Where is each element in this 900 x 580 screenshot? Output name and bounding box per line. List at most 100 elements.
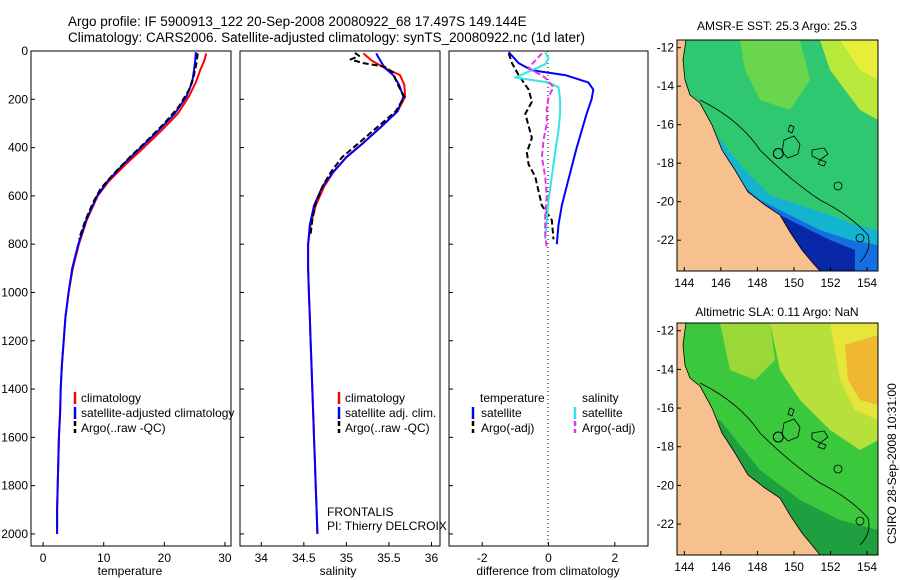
map-x-tick-label: 152 bbox=[820, 276, 840, 290]
sla-yellow-patch-3 bbox=[720, 323, 775, 380]
temperature-xticks: 0 10 20 30 bbox=[40, 542, 232, 565]
temperature-yticks: 0 200 400 600 800 1000 1200 1400 1600 1800 2000 bbox=[1, 44, 35, 541]
sla-reef-patch-a bbox=[781, 407, 801, 442]
sst-map-frame bbox=[676, 39, 879, 272]
map-y-tick-label: -18 bbox=[657, 156, 675, 170]
legend-label-temperature-argo: Argo(-adj) bbox=[481, 421, 534, 435]
x-tick-label: 20 bbox=[158, 551, 172, 565]
sst-map-title: AMSR-E SST: 25.3 Argo: 25.3 bbox=[697, 19, 857, 33]
sla-land bbox=[677, 323, 820, 555]
series-line-satellite-adjusted-climatology bbox=[56, 52, 197, 534]
legend-label-argo: Argo(..raw -QC) bbox=[81, 421, 166, 435]
legend-header-salinity: salinity bbox=[582, 391, 619, 405]
series-line-temperature-argo-adj bbox=[507, 53, 555, 240]
map-x-tick-label: 150 bbox=[784, 276, 804, 290]
sst-xticks: 144 146 148 150 152 154 bbox=[674, 267, 877, 290]
sla-orange-patch bbox=[845, 335, 878, 405]
y-tick-label: 400 bbox=[8, 141, 28, 155]
temperature-legend: climatology satellite-adjusted climatolo… bbox=[73, 391, 234, 435]
salinity-xticks: 34 34.5 35 35.5 36 bbox=[255, 542, 439, 565]
map-y-tick-label: -14 bbox=[657, 79, 675, 93]
y-tick-label: 0 bbox=[21, 44, 28, 58]
map-y-tick-label: -18 bbox=[657, 440, 675, 454]
map-y-tick-label: -22 bbox=[657, 517, 675, 531]
sla-argo-marker bbox=[772, 431, 784, 443]
y-tick-label: 1600 bbox=[1, 430, 28, 444]
salinity-xlabel: salinity bbox=[320, 564, 357, 578]
sla-reef-patch-b bbox=[811, 430, 829, 450]
legend-label-salinity-argo: Argo(-adj) bbox=[582, 421, 635, 435]
map-x-tick-label: 150 bbox=[784, 560, 804, 574]
x-tick-label: 30 bbox=[218, 551, 232, 565]
sst-reef-patch-b bbox=[811, 147, 829, 167]
x-tick-label: 35.5 bbox=[377, 551, 401, 565]
sst-yticks: -12 -14 -16 -18 -20 -22 bbox=[657, 41, 681, 247]
footer-credit: CSIRO 28-Sep-2008 10:31:00 bbox=[885, 383, 899, 544]
map-y-tick-label: -20 bbox=[657, 195, 675, 209]
sla-yticks: -12 -14 -16 -18 -20 -22 bbox=[657, 324, 681, 531]
y-tick-label: 1200 bbox=[1, 334, 28, 348]
legend-label-argo: Argo(..raw -QC) bbox=[345, 421, 430, 435]
series-line-argo-raw-qc bbox=[77, 53, 199, 240]
x-tick-label: 2 bbox=[611, 551, 618, 565]
sla-map-title: Altimetric SLA: 0.11 Argo: NaN bbox=[695, 305, 858, 319]
difference-panel: -2 0 2 difference from climatology tempera… bbox=[448, 50, 649, 578]
sla-reef-outline bbox=[699, 382, 870, 546]
map-y-tick-label: -20 bbox=[657, 478, 675, 492]
map-x-tick-label: 154 bbox=[857, 276, 877, 290]
header-title-line1: Argo profile: IF 5900913_122 20-Sep-2008… bbox=[68, 14, 527, 29]
difference-xticks: -2 0 2 bbox=[477, 542, 618, 565]
difference-legend: temperature salinity satellite Argo(-adj… bbox=[471, 391, 635, 435]
temperature-xlabel: temperature bbox=[98, 564, 163, 578]
x-tick-label: 35 bbox=[340, 551, 354, 565]
sst-land bbox=[677, 40, 820, 271]
series-line-argo-raw-qc bbox=[309, 52, 406, 235]
y-tick-label: 200 bbox=[8, 92, 28, 106]
x-tick-label: 0 bbox=[545, 551, 552, 565]
map-y-tick-label: -16 bbox=[657, 401, 675, 415]
sst-mid-patch bbox=[740, 40, 810, 110]
legend-label-satellite-adj: satellite adj. clim. bbox=[345, 406, 436, 420]
x-tick-label: 34 bbox=[255, 551, 269, 565]
map-x-tick-label: 154 bbox=[857, 560, 877, 574]
series-line-salinity-satellite bbox=[514, 51, 562, 240]
y-tick-label: 2000 bbox=[1, 527, 28, 541]
sla-map-panel: Altimetric SLA: 0.11 Argo: NaN 144 146 148… bbox=[657, 305, 879, 574]
y-tick-label: 1800 bbox=[1, 479, 28, 493]
series-line-temperature-satellite bbox=[507, 51, 595, 245]
sst-reef-islet bbox=[833, 181, 843, 191]
temperature-panel: 0 200 400 600 800 1000 1200 1400 1600 1800 2000 0 1… bbox=[1, 44, 234, 578]
salinity-frame bbox=[239, 50, 441, 547]
sla-map-frame bbox=[676, 322, 879, 556]
legend-label-climatology: climatology bbox=[345, 391, 405, 405]
map-x-tick-label: 144 bbox=[674, 276, 694, 290]
map-y-tick-label: -12 bbox=[657, 41, 675, 55]
temperature-frame bbox=[30, 50, 232, 547]
x-tick-label: 34.5 bbox=[292, 551, 316, 565]
salinity-legend: climatology satellite adj. clim. Argo(..… bbox=[337, 391, 436, 435]
difference-series bbox=[507, 51, 595, 250]
sst-map-panel: AMSR-E SST: 25.3 Argo: 25.3 144 146 148 150… bbox=[657, 19, 879, 290]
legend-header-temperature: temperature bbox=[480, 391, 545, 405]
map-y-tick-label: -22 bbox=[657, 233, 675, 247]
y-tick-label: 800 bbox=[8, 237, 28, 251]
map-y-tick-label: -14 bbox=[657, 362, 675, 376]
sst-reef-outline bbox=[699, 99, 870, 263]
series-line-salinity-argo-adj bbox=[527, 52, 555, 250]
sla-reef-islet-2 bbox=[855, 516, 865, 526]
difference-xlabel: difference from climatology bbox=[476, 564, 619, 578]
map-x-tick-label: 148 bbox=[747, 276, 767, 290]
x-tick-label: 0 bbox=[40, 551, 47, 565]
salinity-series bbox=[307, 52, 407, 534]
legend-label-salinity-satellite: satellite bbox=[582, 406, 623, 420]
sst-warm-patch-2 bbox=[840, 40, 878, 80]
salinity-ytickmarks bbox=[240, 50, 244, 535]
salinity-panel: 34 34.5 35 35.5 36 salinity climatology sate… bbox=[239, 50, 447, 578]
legend-label-satellite-adjusted: satellite-adjusted climatology bbox=[81, 406, 234, 420]
y-tick-label: 600 bbox=[8, 189, 28, 203]
x-tick-label: 10 bbox=[97, 551, 111, 565]
map-x-tick-label: 152 bbox=[820, 560, 840, 574]
x-tick-label: 36 bbox=[425, 551, 439, 565]
header-title-line2: Climatology: CARS2006. Satellite-adjuste… bbox=[68, 30, 585, 45]
sst-reef-islet-2 bbox=[855, 233, 865, 243]
